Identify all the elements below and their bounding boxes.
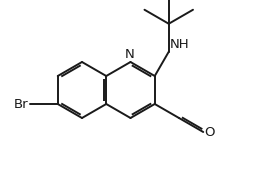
Text: O: O (204, 126, 215, 139)
Text: N: N (125, 48, 134, 61)
Text: NH: NH (170, 38, 189, 51)
Text: Br: Br (14, 98, 29, 110)
